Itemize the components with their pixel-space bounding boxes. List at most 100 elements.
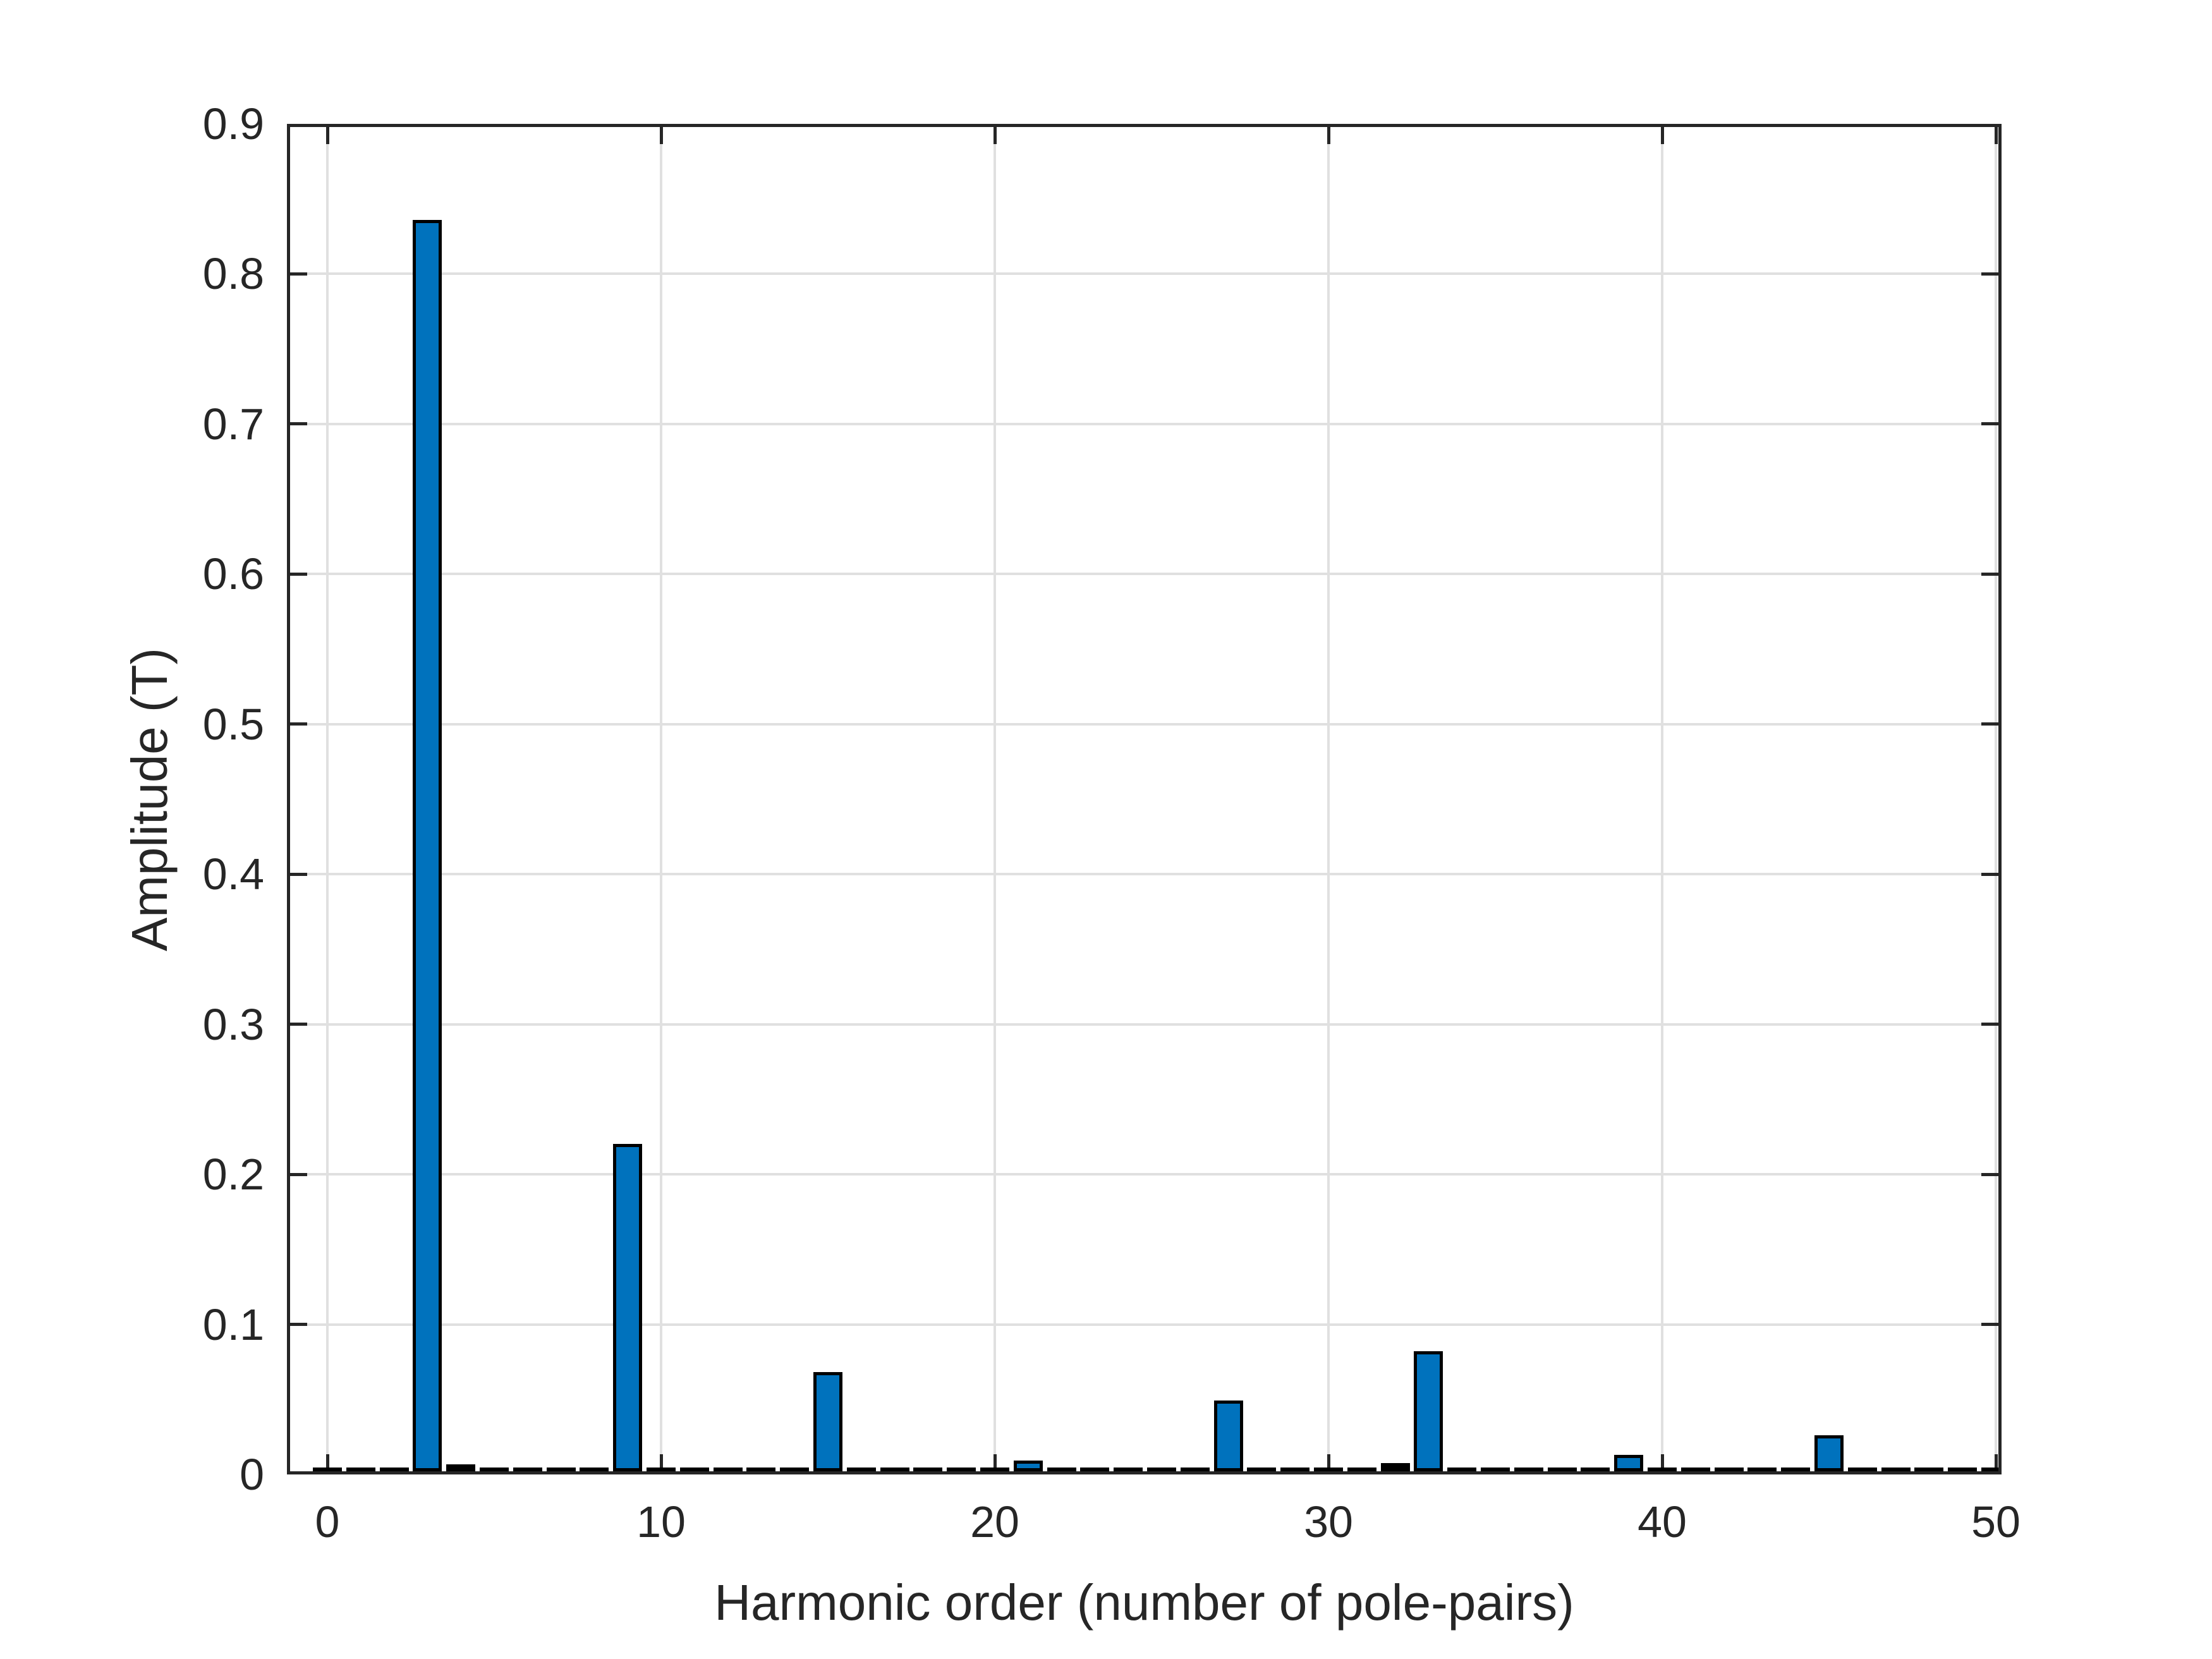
horizontal-gridline: [293, 1323, 1995, 1326]
bar-harmonic-36: [1514, 1468, 1543, 1471]
y-tick-label-0.3: 0.3: [202, 999, 264, 1049]
bar-harmonic-18: [913, 1468, 943, 1471]
bar-harmonic-1: [346, 1468, 375, 1471]
y-tick-label-0.2: 0.2: [202, 1150, 264, 1200]
y-tick-mark-left: [290, 572, 307, 576]
bar-harmonic-46: [1847, 1468, 1877, 1471]
y-tick-mark-right: [1981, 722, 1998, 726]
y-axis-title: Amplitude (T): [121, 647, 178, 951]
bar-harmonic-44: [1781, 1468, 1811, 1471]
x-tick-mark-top: [993, 127, 997, 144]
y-tick-label-0.9: 0.9: [202, 99, 264, 149]
horizontal-gridline: [293, 1173, 1995, 1176]
x-tick-mark-bottom: [1327, 1454, 1330, 1471]
x-tick-mark-bottom: [1660, 1454, 1664, 1471]
horizontal-gridline: [293, 422, 1995, 425]
x-tick-label-40: 40: [1638, 1497, 1687, 1547]
y-tick-mark-left: [290, 1172, 307, 1176]
bar-harmonic-32: [1380, 1463, 1410, 1471]
bar-harmonic-2: [379, 1468, 409, 1471]
bar-harmonic-11: [679, 1468, 709, 1471]
bar-harmonic-29: [1280, 1468, 1310, 1471]
bar-harmonic-15: [813, 1372, 842, 1471]
y-tick-label-0.6: 0.6: [202, 549, 264, 599]
horizontal-gridline: [293, 573, 1995, 576]
bar-harmonic-49: [1948, 1468, 1978, 1471]
vertical-gridline: [326, 130, 329, 1468]
bar-harmonic-26: [1180, 1468, 1210, 1471]
x-tick-mark-bottom: [325, 1454, 329, 1471]
bar-harmonic-47: [1881, 1468, 1911, 1471]
y-tick-mark-right: [1981, 422, 1998, 426]
vertical-gridline: [1995, 130, 1997, 1468]
bar-harmonic-35: [1481, 1468, 1510, 1471]
bar-harmonic-6: [513, 1468, 542, 1471]
y-tick-mark-left: [290, 722, 307, 726]
y-tick-mark-left: [290, 872, 307, 876]
x-tick-mark-top: [659, 127, 663, 144]
x-tick-mark-bottom: [659, 1454, 663, 1471]
bar-harmonic-5: [480, 1468, 509, 1471]
bar-harmonic-40: [1648, 1468, 1677, 1471]
y-tick-label-0.1: 0.1: [202, 1299, 264, 1349]
bar-harmonic-43: [1747, 1468, 1777, 1471]
x-tick-label-0: 0: [315, 1497, 340, 1547]
x-tick-mark-bottom: [993, 1454, 997, 1471]
y-tick-mark-right: [1981, 1172, 1998, 1176]
horizontal-gridline: [293, 1023, 1995, 1026]
y-tick-mark-left: [290, 1023, 307, 1026]
y-tick-mark-right: [1981, 1323, 1998, 1327]
bar-harmonic-8: [580, 1468, 609, 1471]
plot-area: [287, 124, 2002, 1474]
x-tick-mark-top: [1327, 127, 1330, 144]
y-tick-mark-left: [290, 272, 307, 276]
x-tick-mark-top: [325, 127, 329, 144]
bar-harmonic-42: [1714, 1468, 1744, 1471]
bar-harmonic-4: [446, 1464, 476, 1471]
bar-harmonic-41: [1680, 1468, 1710, 1471]
bar-harmonic-0: [313, 1468, 342, 1471]
bar-harmonic-17: [880, 1468, 909, 1471]
horizontal-gridline: [293, 873, 1995, 876]
bar-harmonic-21: [1013, 1461, 1043, 1471]
bar-harmonic-50: [1981, 1468, 1998, 1471]
bar-harmonic-22: [1047, 1468, 1076, 1471]
y-tick-mark-right: [1981, 572, 1998, 576]
bar-harmonic-3: [413, 220, 442, 1471]
bar-harmonic-14: [780, 1468, 810, 1471]
y-tick-mark-right: [1981, 272, 1998, 276]
x-tick-label-10: 10: [636, 1497, 686, 1547]
bar-harmonic-38: [1581, 1468, 1610, 1471]
bar-harmonic-34: [1447, 1468, 1477, 1471]
bar-harmonic-45: [1814, 1435, 1844, 1471]
x-tick-mark-bottom: [1994, 1454, 1998, 1471]
bar-harmonic-48: [1914, 1468, 1944, 1471]
x-tick-mark-top: [1994, 127, 1998, 144]
vertical-gridline: [660, 130, 662, 1468]
vertical-gridline: [1661, 130, 1663, 1468]
y-tick-label-0: 0: [240, 1450, 264, 1499]
bar-harmonic-39: [1614, 1455, 1644, 1471]
bar-harmonic-9: [613, 1144, 643, 1471]
y-tick-label-0.5: 0.5: [202, 699, 264, 749]
y-tick-mark-left: [290, 422, 307, 426]
bar-harmonic-7: [546, 1468, 576, 1471]
bar-harmonic-16: [846, 1468, 876, 1471]
x-tick-label-50: 50: [1971, 1497, 2021, 1547]
x-axis-title: Harmonic order (number of pole-pairs): [714, 1574, 1574, 1631]
bar-harmonic-31: [1347, 1468, 1376, 1471]
y-tick-mark-right: [1981, 1023, 1998, 1026]
x-tick-mark-top: [1660, 127, 1664, 144]
bar-harmonic-12: [713, 1468, 743, 1471]
bar-harmonic-30: [1314, 1468, 1343, 1471]
bar-harmonic-28: [1247, 1468, 1277, 1471]
bar-harmonic-19: [947, 1468, 976, 1471]
vertical-gridline: [1327, 130, 1330, 1468]
horizontal-gridline: [293, 722, 1995, 726]
y-tick-mark-right: [1981, 872, 1998, 876]
bar-harmonic-10: [647, 1468, 676, 1471]
bar-harmonic-37: [1547, 1468, 1577, 1471]
x-tick-label-20: 20: [970, 1497, 1019, 1547]
bar-harmonic-27: [1213, 1401, 1243, 1471]
x-tick-label-30: 30: [1304, 1497, 1353, 1547]
